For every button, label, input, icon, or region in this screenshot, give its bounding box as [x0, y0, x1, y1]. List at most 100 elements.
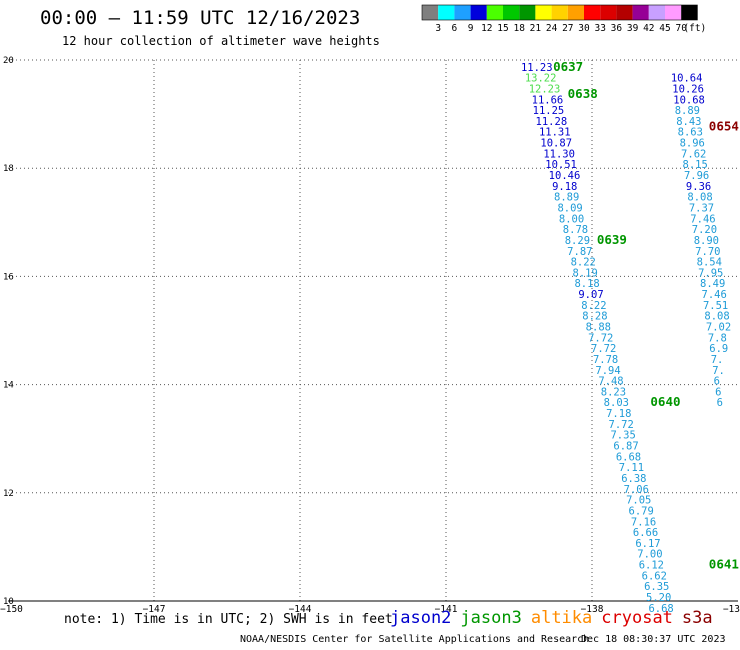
- wave-height-value: 13.22: [525, 73, 557, 85]
- map-grid: [8, 59, 738, 602]
- colorbar-unit: (ft): [683, 23, 706, 34]
- colorbar-label: 15: [497, 23, 508, 34]
- wave-height-value: 10.46: [549, 170, 581, 182]
- colorbar-swatch: [632, 5, 649, 20]
- wave-height-value: 6.9: [709, 343, 728, 355]
- wave-height-value: 8.90: [694, 235, 719, 247]
- lat-tick-label: 20: [3, 56, 14, 66]
- wave-height-value: 7.96: [684, 170, 709, 182]
- colorbar-swatch: [600, 5, 617, 20]
- wave-height-value: 8.22: [571, 257, 596, 269]
- wave-height-value: 6.87: [613, 441, 638, 453]
- wave-height-value: 8.15: [683, 159, 708, 171]
- colorbar-swatch: [535, 5, 552, 20]
- colorbar-swatch: [503, 5, 520, 20]
- wave-height-value: 7.11: [619, 462, 644, 474]
- wave-height-observations: 11.2313.2212.2311.6611.2511.2811.3110.87…: [521, 62, 731, 615]
- lat-tick-label: 18: [3, 164, 14, 174]
- colorbar-swatch: [422, 5, 439, 20]
- footer-credit: NOAA/NESDIS Center for Satellite Applica…: [240, 634, 590, 645]
- wave-height-value: 11.66: [532, 94, 564, 106]
- wave-height-value: 10.51: [545, 159, 577, 171]
- legend-item-altika: altika: [530, 608, 593, 628]
- wave-height-value: 8.19: [573, 267, 598, 279]
- wave-height-value: 7.37: [689, 202, 714, 214]
- wave-height-value: 7.87: [567, 246, 592, 258]
- colorbar-swatch: [648, 5, 665, 20]
- footer-timestamp: Dec 18 08:30:37 UTC 2023: [581, 634, 726, 645]
- wave-height-value: 8.54: [697, 257, 722, 269]
- wave-height-value: 8.89: [675, 105, 700, 117]
- colorbar-swatch: [567, 5, 584, 20]
- legend-item-jason2: jason2: [390, 608, 452, 628]
- wave-height-value: 6: [717, 397, 723, 409]
- pass-label: 0637: [553, 59, 583, 74]
- colorbar-swatch: [665, 5, 682, 20]
- wave-height-value: 8.43: [676, 116, 701, 128]
- wave-height-value: 11.25: [533, 105, 565, 117]
- wave-height-value: 5.20: [646, 592, 671, 604]
- wave-height-value: 7.78: [593, 354, 618, 366]
- wave-height-value: 7.35: [610, 430, 635, 442]
- colorbar-swatch: [454, 5, 471, 20]
- colorbar-swatch: [681, 5, 698, 20]
- colorbar-label: 39: [627, 23, 639, 34]
- wave-height-value: 9.18: [552, 181, 577, 193]
- wave-height-value: 7.46: [690, 213, 715, 225]
- colorbar-label: 3: [435, 23, 441, 34]
- page-subtitle: 12 hour collection of altimeter wave hei…: [62, 34, 380, 48]
- wave-height-value: 11.30: [543, 148, 575, 160]
- wave-height-value: 10.68: [673, 94, 705, 106]
- wave-height-value: 7.62: [681, 148, 706, 160]
- colorbar-label: 33: [594, 23, 605, 34]
- colorbar-swatch: [584, 5, 601, 20]
- wave-height-value: 12.23: [529, 83, 561, 95]
- wave-height-value: 9.07: [578, 289, 603, 301]
- lat-tick-label: 16: [3, 272, 14, 282]
- wave-height-value: 7.70: [695, 246, 720, 258]
- wave-height-value: 7.72: [609, 419, 634, 431]
- wave-height-value: 8.89: [554, 192, 579, 204]
- colorbar-label: 18: [513, 23, 525, 34]
- wave-height-value: 6.35: [644, 581, 669, 593]
- wave-height-value: 8.96: [680, 138, 705, 150]
- wave-height-value: 6.12: [639, 560, 664, 572]
- wave-height-value: 7.05: [626, 495, 651, 507]
- pass-label: 0654: [709, 118, 739, 133]
- wave-height-value: 6.66: [633, 527, 658, 539]
- lat-tick-label: 10: [3, 597, 14, 607]
- wave-height-value: 7.48: [598, 376, 623, 388]
- pass-label: 0640: [650, 394, 680, 409]
- wave-height-value: 10.64: [671, 73, 703, 85]
- wave-height-value: 7.: [711, 354, 724, 366]
- colorbar-legend: 3 6 9 12 15 18 21 24 27 30 33 36 39 42 45 70(ft): [421, 4, 706, 34]
- footer-note: note: 1) Time is in UTC; 2) SWH is in fe…: [64, 612, 393, 627]
- legend-item-cryosat: cryosat: [601, 608, 673, 628]
- lon-tick-label-left: −150: [0, 604, 23, 615]
- colorbar-swatch: [551, 5, 568, 20]
- wave-height-value: 6.79: [629, 505, 654, 517]
- wave-height-value: 7.51: [703, 300, 728, 312]
- wave-height-value: 8.18: [574, 278, 599, 290]
- colorbar-label: 12: [481, 23, 492, 34]
- colorbar-swatch: [519, 5, 536, 20]
- wave-height-value: 7.06: [624, 484, 649, 496]
- wave-height-value: 6: [715, 386, 721, 398]
- colorbar-label: 45: [659, 23, 670, 34]
- wave-height-value: 7.95: [698, 267, 723, 279]
- colorbar-swatch: [438, 5, 455, 20]
- colorbar-label: 24: [546, 23, 558, 34]
- wave-height-value: 8.49: [700, 278, 725, 290]
- wave-height-value: 11.23: [521, 62, 553, 74]
- wave-height-value: 7.72: [591, 343, 616, 355]
- wave-height-value: 8.78: [563, 224, 588, 236]
- wave-height-value: 6.17: [635, 538, 660, 550]
- wave-height-value: 7.72: [588, 332, 613, 344]
- colorbar-label: 30: [578, 23, 590, 34]
- legend-item-s3a: s3a: [681, 608, 713, 628]
- wave-height-value: 6.68: [648, 603, 673, 615]
- wave-height-value: 7.94: [595, 365, 620, 377]
- colorbar-label: 21: [530, 23, 542, 34]
